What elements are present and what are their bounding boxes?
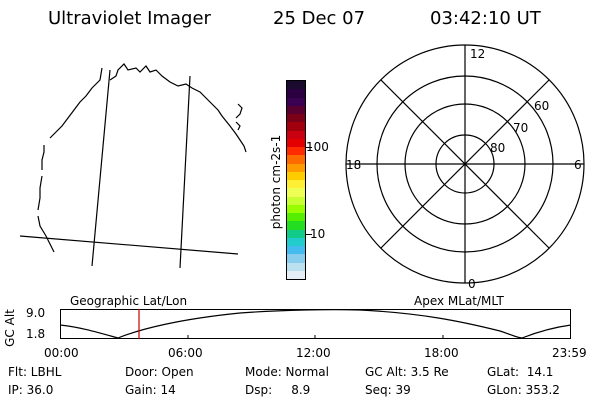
colorbar-tick-100: 100 xyxy=(306,140,329,154)
meridian-line xyxy=(179,75,191,269)
mlt-label-18: 18 xyxy=(346,158,361,172)
status-glat: GLat: 14.1 xyxy=(487,365,554,379)
timeline-x-tick-1200: 12:00 xyxy=(296,346,331,360)
timeline-x-tick-2359: 23:59 xyxy=(552,346,587,360)
polar-mlat-mlt-plot: 12 18 6 0 60 70 80 xyxy=(345,44,585,291)
status-dsp: Dsp: 8.9 xyxy=(245,383,311,397)
colorbar-segment xyxy=(287,89,305,98)
colorbar-segment xyxy=(287,147,305,156)
colorbar-segment xyxy=(287,254,305,263)
status-gc-alt: GC Alt: 3.5 Re xyxy=(365,365,449,379)
status-glon: GLon: 353.2 xyxy=(487,383,560,397)
lat-label-80: 80 xyxy=(490,141,505,155)
colorbar-tick-mark xyxy=(306,147,312,148)
colorbar-segment xyxy=(287,114,305,123)
colorbar-segment xyxy=(287,196,305,205)
colorbar-segment xyxy=(287,138,305,147)
coastline xyxy=(49,67,103,139)
colorbar-tick-mark xyxy=(306,234,312,235)
status-seq: Seq: 39 xyxy=(365,383,411,397)
meridian-line xyxy=(91,69,111,267)
colorbar-segment xyxy=(287,97,305,106)
coastline xyxy=(235,121,241,131)
lat-label-70: 70 xyxy=(513,121,528,135)
parallel-line xyxy=(19,235,239,255)
mlt-label-6: 6 xyxy=(574,158,582,172)
mlt-label-12: 12 xyxy=(470,47,485,61)
colorbar-segment xyxy=(287,262,305,271)
colorbar-segment xyxy=(287,171,305,180)
mlt-label-0: 0 xyxy=(468,277,476,291)
coastline xyxy=(109,63,247,153)
timeline-y-tick-min: 1.8 xyxy=(26,327,46,341)
colorbar-segment xyxy=(287,122,305,131)
orbit-altitude-plot xyxy=(60,309,572,339)
coastline xyxy=(37,175,43,211)
colorbar-segment xyxy=(287,180,305,189)
colorbar-segment xyxy=(287,81,305,90)
colorbar-segment xyxy=(287,155,305,164)
colorbar-segment xyxy=(287,188,305,197)
colorbar-segment xyxy=(287,105,305,114)
date-label: 25 Dec 07 xyxy=(273,8,366,29)
time-label: 03:42:10 UT xyxy=(430,8,541,29)
colorbar-segment xyxy=(287,213,305,222)
status-gain: Gain: 14 xyxy=(125,383,176,397)
altitude-curve xyxy=(60,309,572,339)
app-title: Ultraviolet Imager xyxy=(48,8,211,29)
colorbar-segment xyxy=(287,163,305,172)
timeline-y-tick-max: 9.0 xyxy=(26,306,46,320)
timeline-x-tick-0000: 00:00 xyxy=(44,346,79,360)
coastline xyxy=(37,215,55,253)
coastline xyxy=(41,145,45,170)
timeline-left-label: Geographic Lat/Lon xyxy=(70,294,188,308)
colorbar-axis-label: photon cm-2s-1 xyxy=(269,134,283,230)
timeline-y-axis-label: GC Alt xyxy=(3,309,17,347)
colorbar-segment xyxy=(287,130,305,139)
status-mode: Mode: Normal xyxy=(245,365,329,379)
colorbar-segment xyxy=(287,270,305,279)
colorbar-tick-10: 10 xyxy=(310,227,326,241)
status-door: Door: Open xyxy=(125,365,194,379)
timeline-x-tick-0600: 06:00 xyxy=(168,346,203,360)
lat-label-60: 60 xyxy=(534,99,549,113)
color-scale-bar xyxy=(286,80,306,280)
geographic-map xyxy=(19,63,247,269)
colorbar-segment xyxy=(287,229,305,238)
timeline-x-tick-1800: 18:00 xyxy=(424,346,459,360)
colorbar-segment xyxy=(287,237,305,246)
colorbar-segment xyxy=(287,221,305,230)
status-filter: Flt: LBHL xyxy=(8,365,62,379)
colorbar-segment xyxy=(287,204,305,213)
timeline-right-label: Apex MLat/MLT xyxy=(414,294,504,308)
coastline xyxy=(235,103,243,119)
colorbar-segment xyxy=(287,246,305,255)
status-ip: IP: 36.0 xyxy=(8,383,54,397)
